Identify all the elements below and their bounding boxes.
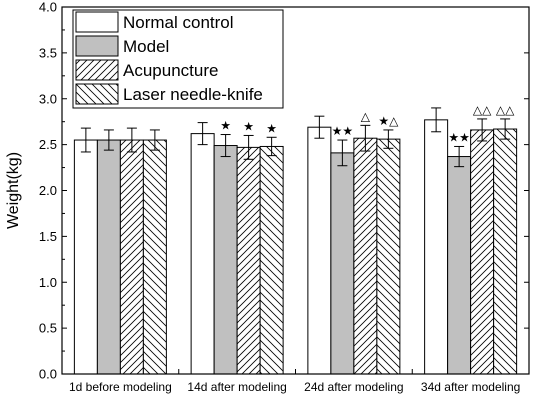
legend-swatch-1 xyxy=(75,35,119,57)
bar-white-2 xyxy=(307,126,332,375)
significance-mark-3-3: △△ xyxy=(496,103,515,117)
bar-gray-3 xyxy=(447,156,472,375)
bar-diagonal-back-3 xyxy=(493,128,518,375)
bar-diagonal-back-2 xyxy=(376,138,401,375)
legend-label-0: Normal control xyxy=(123,13,234,32)
bars-group xyxy=(73,119,518,375)
bar-diagonal-forward-3 xyxy=(470,129,495,375)
significance-mark-1-2: ★★ xyxy=(332,124,354,138)
legend-swatch-2 xyxy=(75,59,119,81)
y-axis: 0.0 0.5 1.0 1.5 2.0 2.5 3.0 3.5 4.0 xyxy=(39,0,529,382)
significance-mark-3-1: ★ xyxy=(266,121,277,135)
bar-diagonal-back-1 xyxy=(259,145,284,375)
y-tick-label-1: 0.5 xyxy=(39,321,57,336)
y-tick-label-5: 2.5 xyxy=(39,137,57,152)
y-tick-label-0: 0.0 xyxy=(39,367,57,382)
legend-label-3: Laser needle-knife xyxy=(123,85,263,104)
bar-diagonal-forward-0 xyxy=(119,139,144,375)
bar-diagonal-forward-2 xyxy=(353,137,378,375)
y-tick-label-3: 1.5 xyxy=(39,229,57,244)
significance-mark-3-2: ★△ xyxy=(378,114,399,128)
bar-gray-1 xyxy=(213,145,238,375)
bar-gray-2 xyxy=(330,152,355,375)
y-tick-label-8: 4.0 xyxy=(39,0,57,15)
bar-diagonal-back-0 xyxy=(142,139,167,375)
legend-label-1: Model xyxy=(123,37,169,56)
x-category-label-0: 1d before modeling xyxy=(69,380,172,394)
bar-white-3 xyxy=(424,119,449,375)
significance-mark-1-1: ★ xyxy=(220,119,231,133)
legend-swatch-0 xyxy=(75,11,119,33)
y-tick-label-7: 3.5 xyxy=(39,45,57,60)
bar-white-1 xyxy=(190,133,215,375)
significance-mark-2-1: ★ xyxy=(243,119,254,133)
y-tick-label-2: 1.0 xyxy=(39,275,57,290)
y-tick-label-6: 3.0 xyxy=(39,91,57,106)
significance-marks-group: ★ ★ ★ ★★△ ★△★★△△ △△ xyxy=(220,103,515,145)
significance-mark-2-2: △ xyxy=(361,109,371,123)
bar-diagonal-forward-1 xyxy=(236,146,261,375)
bar-gray-0 xyxy=(96,139,121,375)
legend-label-2: Acupuncture xyxy=(123,61,218,80)
x-category-label-1: 14d after modeling xyxy=(187,380,286,394)
significance-mark-2-3: △△ xyxy=(473,103,492,117)
y-tick-label-4: 2.0 xyxy=(39,183,57,198)
legend: Normal control Model Acupuncture Laser need… xyxy=(72,9,284,109)
x-axis: 1d before modeling 14d after modeling 24d … xyxy=(69,369,520,394)
significance-mark-1-3: ★★ xyxy=(448,130,470,144)
error-bars-group xyxy=(80,107,511,168)
bar-white-0 xyxy=(73,139,98,375)
x-category-label-3: 34d after modeling xyxy=(421,380,520,394)
legend-swatch-3 xyxy=(75,83,119,105)
x-category-label-2: 24d after modeling xyxy=(304,380,403,394)
y-axis-title: Weight(kg) xyxy=(5,152,22,229)
